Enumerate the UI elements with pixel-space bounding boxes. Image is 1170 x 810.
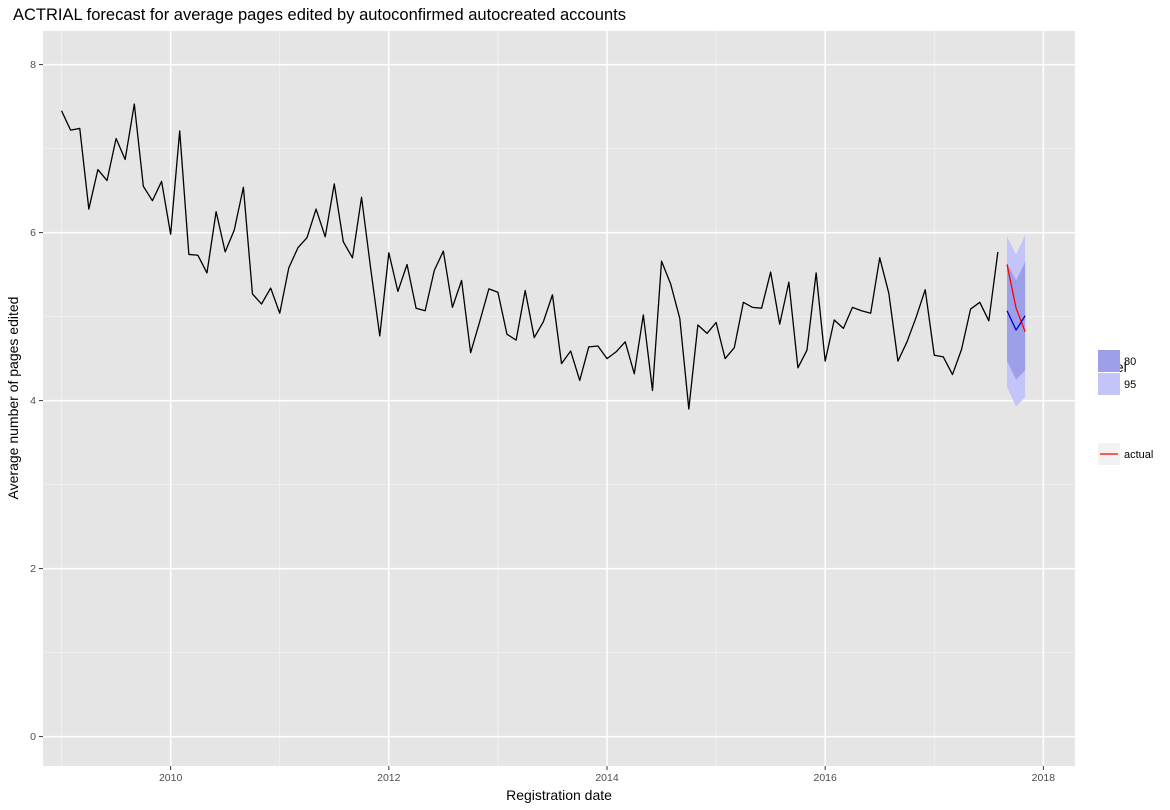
actual-line bbox=[1006, 264, 1026, 332]
chart-marks bbox=[60, 103, 1026, 410]
y-tick-label: 8 bbox=[30, 59, 36, 71]
interval-band-80 bbox=[1007, 262, 1026, 380]
chart-title: ACTRIAL forecast for average pages edite… bbox=[13, 6, 626, 24]
legend: level8095actual bbox=[1098, 350, 1153, 465]
legend-swatch-95 bbox=[1098, 373, 1120, 395]
y-tick-label: 6 bbox=[30, 227, 36, 239]
y-tick-label: 4 bbox=[30, 395, 36, 407]
x-tick-label: 2016 bbox=[814, 772, 838, 784]
x-tick-label: 2010 bbox=[159, 772, 183, 784]
legend-swatch-80 bbox=[1098, 350, 1120, 372]
x-tick-label: 2018 bbox=[1032, 772, 1056, 784]
y-tick-label: 2 bbox=[30, 563, 36, 575]
legend-label: actual bbox=[1124, 449, 1153, 461]
history-line bbox=[60, 103, 999, 410]
x-tick-label: 2014 bbox=[595, 772, 619, 784]
x-tick-label: 2012 bbox=[377, 772, 401, 784]
grid bbox=[43, 31, 1075, 766]
legend-label: 80 bbox=[1124, 356, 1136, 368]
y-tick-label: 0 bbox=[30, 731, 36, 743]
y-axis-title: Average number of pages edited bbox=[5, 297, 21, 500]
x-axis-title: Registration date bbox=[506, 787, 612, 803]
axes: 2010 2012 2014 2016 2018 0 2 4 6 8 bbox=[30, 59, 1055, 784]
legend-label: 95 bbox=[1124, 379, 1136, 391]
forecast-line bbox=[1006, 310, 1026, 331]
plot-panel bbox=[43, 31, 1075, 766]
